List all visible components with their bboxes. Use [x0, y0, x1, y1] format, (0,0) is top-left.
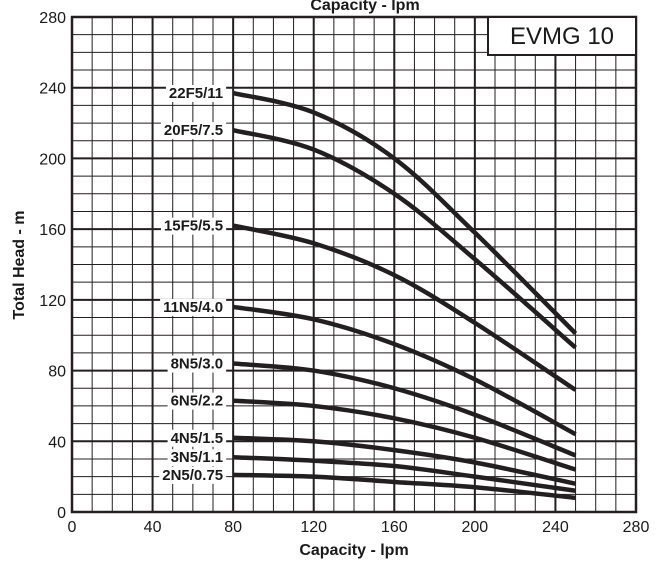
y-tick-label: 80 — [48, 364, 66, 381]
y-tick-label: 280 — [39, 10, 66, 27]
curve-label-background — [167, 449, 227, 467]
curve-11N5/4.0 — [232, 304, 577, 437]
y-tick-label: 120 — [39, 293, 66, 310]
tick-labels: 0 40 80 120 160 200 240 280 0 40 80 120 160 200 240 280 — [39, 10, 649, 536]
curve-label: 15F5/5.5 — [164, 218, 223, 235]
curve-label-background — [159, 466, 227, 484]
curve-20F5/7.5 — [232, 127, 578, 350]
curve-label: 2N5/0.75 — [162, 467, 223, 484]
model-label-box — [487, 16, 637, 56]
plot-frame — [70, 15, 638, 514]
y-tick-label: 200 — [39, 151, 66, 168]
curve-22F5/11 — [232, 90, 578, 336]
grid — [70, 15, 638, 514]
x-tick-label: 0 — [68, 519, 77, 536]
curve-label-background — [165, 85, 227, 103]
curve-15F5/5.5 — [232, 223, 577, 392]
curve-label: 4N5/1.5 — [171, 430, 224, 447]
y-tick-label: 0 — [57, 505, 66, 522]
curve-label-background — [167, 392, 227, 410]
curve-label-background — [160, 217, 227, 235]
curve-8N5/3.0 — [232, 361, 577, 458]
performance-curves — [232, 90, 578, 501]
x-tick-label: 200 — [462, 519, 489, 536]
y-tick-label: 40 — [48, 434, 66, 451]
curve-6N5/2.2 — [232, 398, 577, 472]
x-axis-title: Capacity - lpm — [299, 542, 408, 559]
curve-label: 6N5/2.2 — [171, 393, 224, 410]
curve-label: 22F5/11 — [169, 85, 223, 102]
curve-labels: 22F5/11 20F5/7.5 15F5/5.5 11N5/4.0 8N5/3.0 6N… — [159, 85, 227, 484]
curve-label: 20F5/7.5 — [164, 122, 223, 139]
chart-title: Capacity - lpm — [310, 0, 419, 14]
curve-label: 11N5/4.0 — [163, 299, 223, 316]
x-tick-label: 240 — [542, 519, 569, 536]
y-tick-label: 240 — [39, 81, 66, 98]
curve-label-background — [160, 122, 227, 140]
x-tick-label: 280 — [623, 519, 650, 536]
y-tick-label: 160 — [39, 222, 66, 239]
curve-label-background — [160, 298, 227, 316]
curve-label-background — [167, 355, 227, 373]
curve-2N5/0.75 — [233, 472, 576, 501]
x-tick-label: 120 — [300, 519, 327, 536]
curve-label: 3N5/1.1 — [171, 449, 224, 466]
curve-3N5/1.1 — [233, 454, 576, 494]
x-tick-label: 40 — [144, 519, 162, 536]
curve-label: 8N5/3.0 — [171, 356, 224, 373]
curve-label-background — [167, 429, 227, 447]
x-tick-label: 80 — [224, 519, 242, 536]
y-axis-title: Total Head - m — [11, 210, 28, 319]
x-tick-label: 160 — [381, 519, 408, 536]
curve-4N5/1.5 — [233, 435, 577, 486]
model-label: EVMG 10 — [510, 23, 614, 50]
